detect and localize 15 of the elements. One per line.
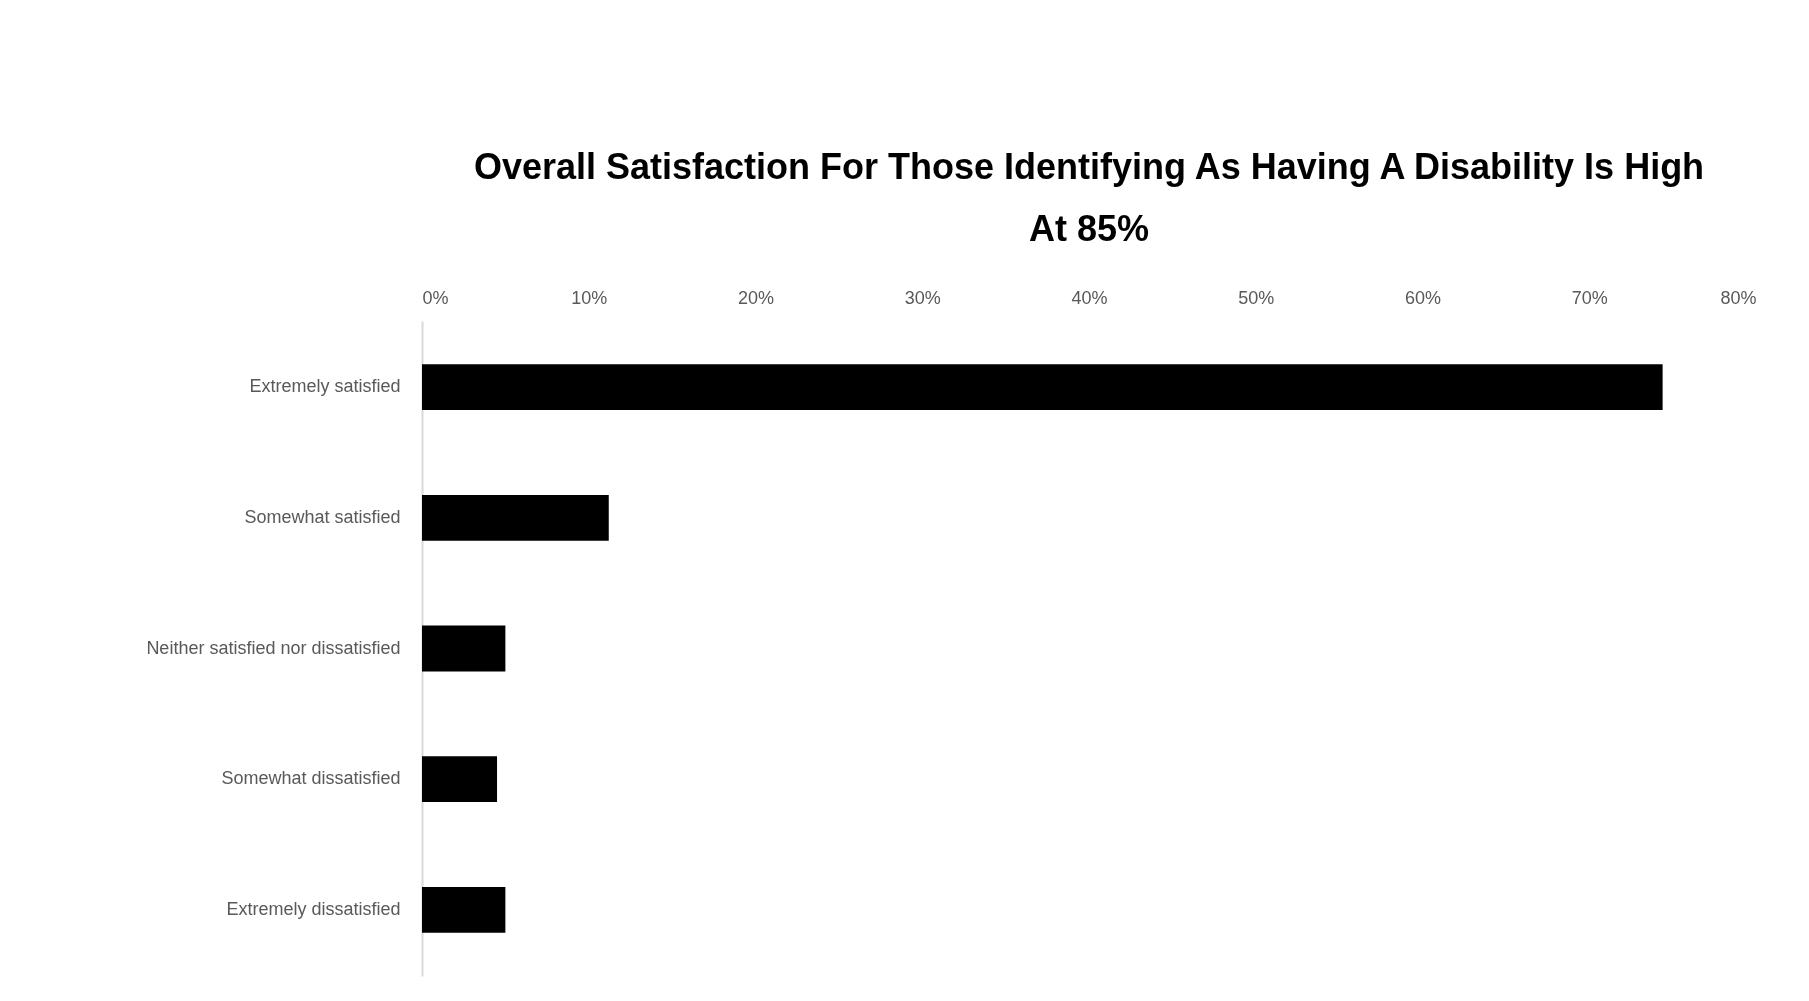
x-tick-label: 0% [422,287,449,308]
x-tick-label: 50% [1238,287,1275,308]
y-tick-label: Somewhat satisfied [244,506,401,527]
x-tick-label: 20% [737,287,775,308]
y-tick-label: Extremely satisfied [249,376,401,397]
y-tick-label: Somewhat dissatisfied [221,768,401,789]
x-tick-label: 60% [1404,287,1442,308]
x-tick-label: 10% [571,287,608,308]
y-tick-label: Extremely dissatisfied [226,898,401,919]
x-tick-label: 40% [1071,287,1108,308]
chart-title: Overall Satisfaction For Those Identifying As Having A Disability Is High At 85% [473,146,1705,249]
y-tick-label: Neither satisfied nor dissatisfied [146,637,401,658]
x-tick-label: 30% [904,287,941,308]
x-tick-label: 70% [1571,287,1608,308]
x-tick-label: 80% [1720,287,1757,308]
